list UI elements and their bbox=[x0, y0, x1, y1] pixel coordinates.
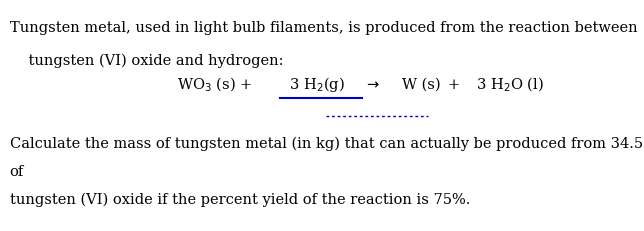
Text: Calculate the mass of tungsten metal (in kg) that can actually be produced from : Calculate the mass of tungsten metal (in… bbox=[10, 136, 644, 151]
Text: W (s): W (s) bbox=[402, 77, 441, 91]
Text: tungsten (VI) oxide and hydrogen:: tungsten (VI) oxide and hydrogen: bbox=[10, 53, 283, 67]
Text: $\rightarrow$: $\rightarrow$ bbox=[364, 77, 381, 91]
Text: 3 H$_2$(g): 3 H$_2$(g) bbox=[280, 75, 345, 94]
Text: Tungsten metal, used in light bulb filaments, is produced from the reaction betw: Tungsten metal, used in light bulb filam… bbox=[10, 21, 638, 35]
Text: WO$_3$ (s) +: WO$_3$ (s) + bbox=[177, 75, 252, 94]
Text: 3 H$_2$O (l): 3 H$_2$O (l) bbox=[467, 75, 544, 94]
Text: tungsten (VI) oxide if the percent yield of the reaction is 75%.: tungsten (VI) oxide if the percent yield… bbox=[10, 192, 470, 206]
Text: of: of bbox=[10, 164, 24, 178]
Text: +: + bbox=[448, 77, 460, 91]
